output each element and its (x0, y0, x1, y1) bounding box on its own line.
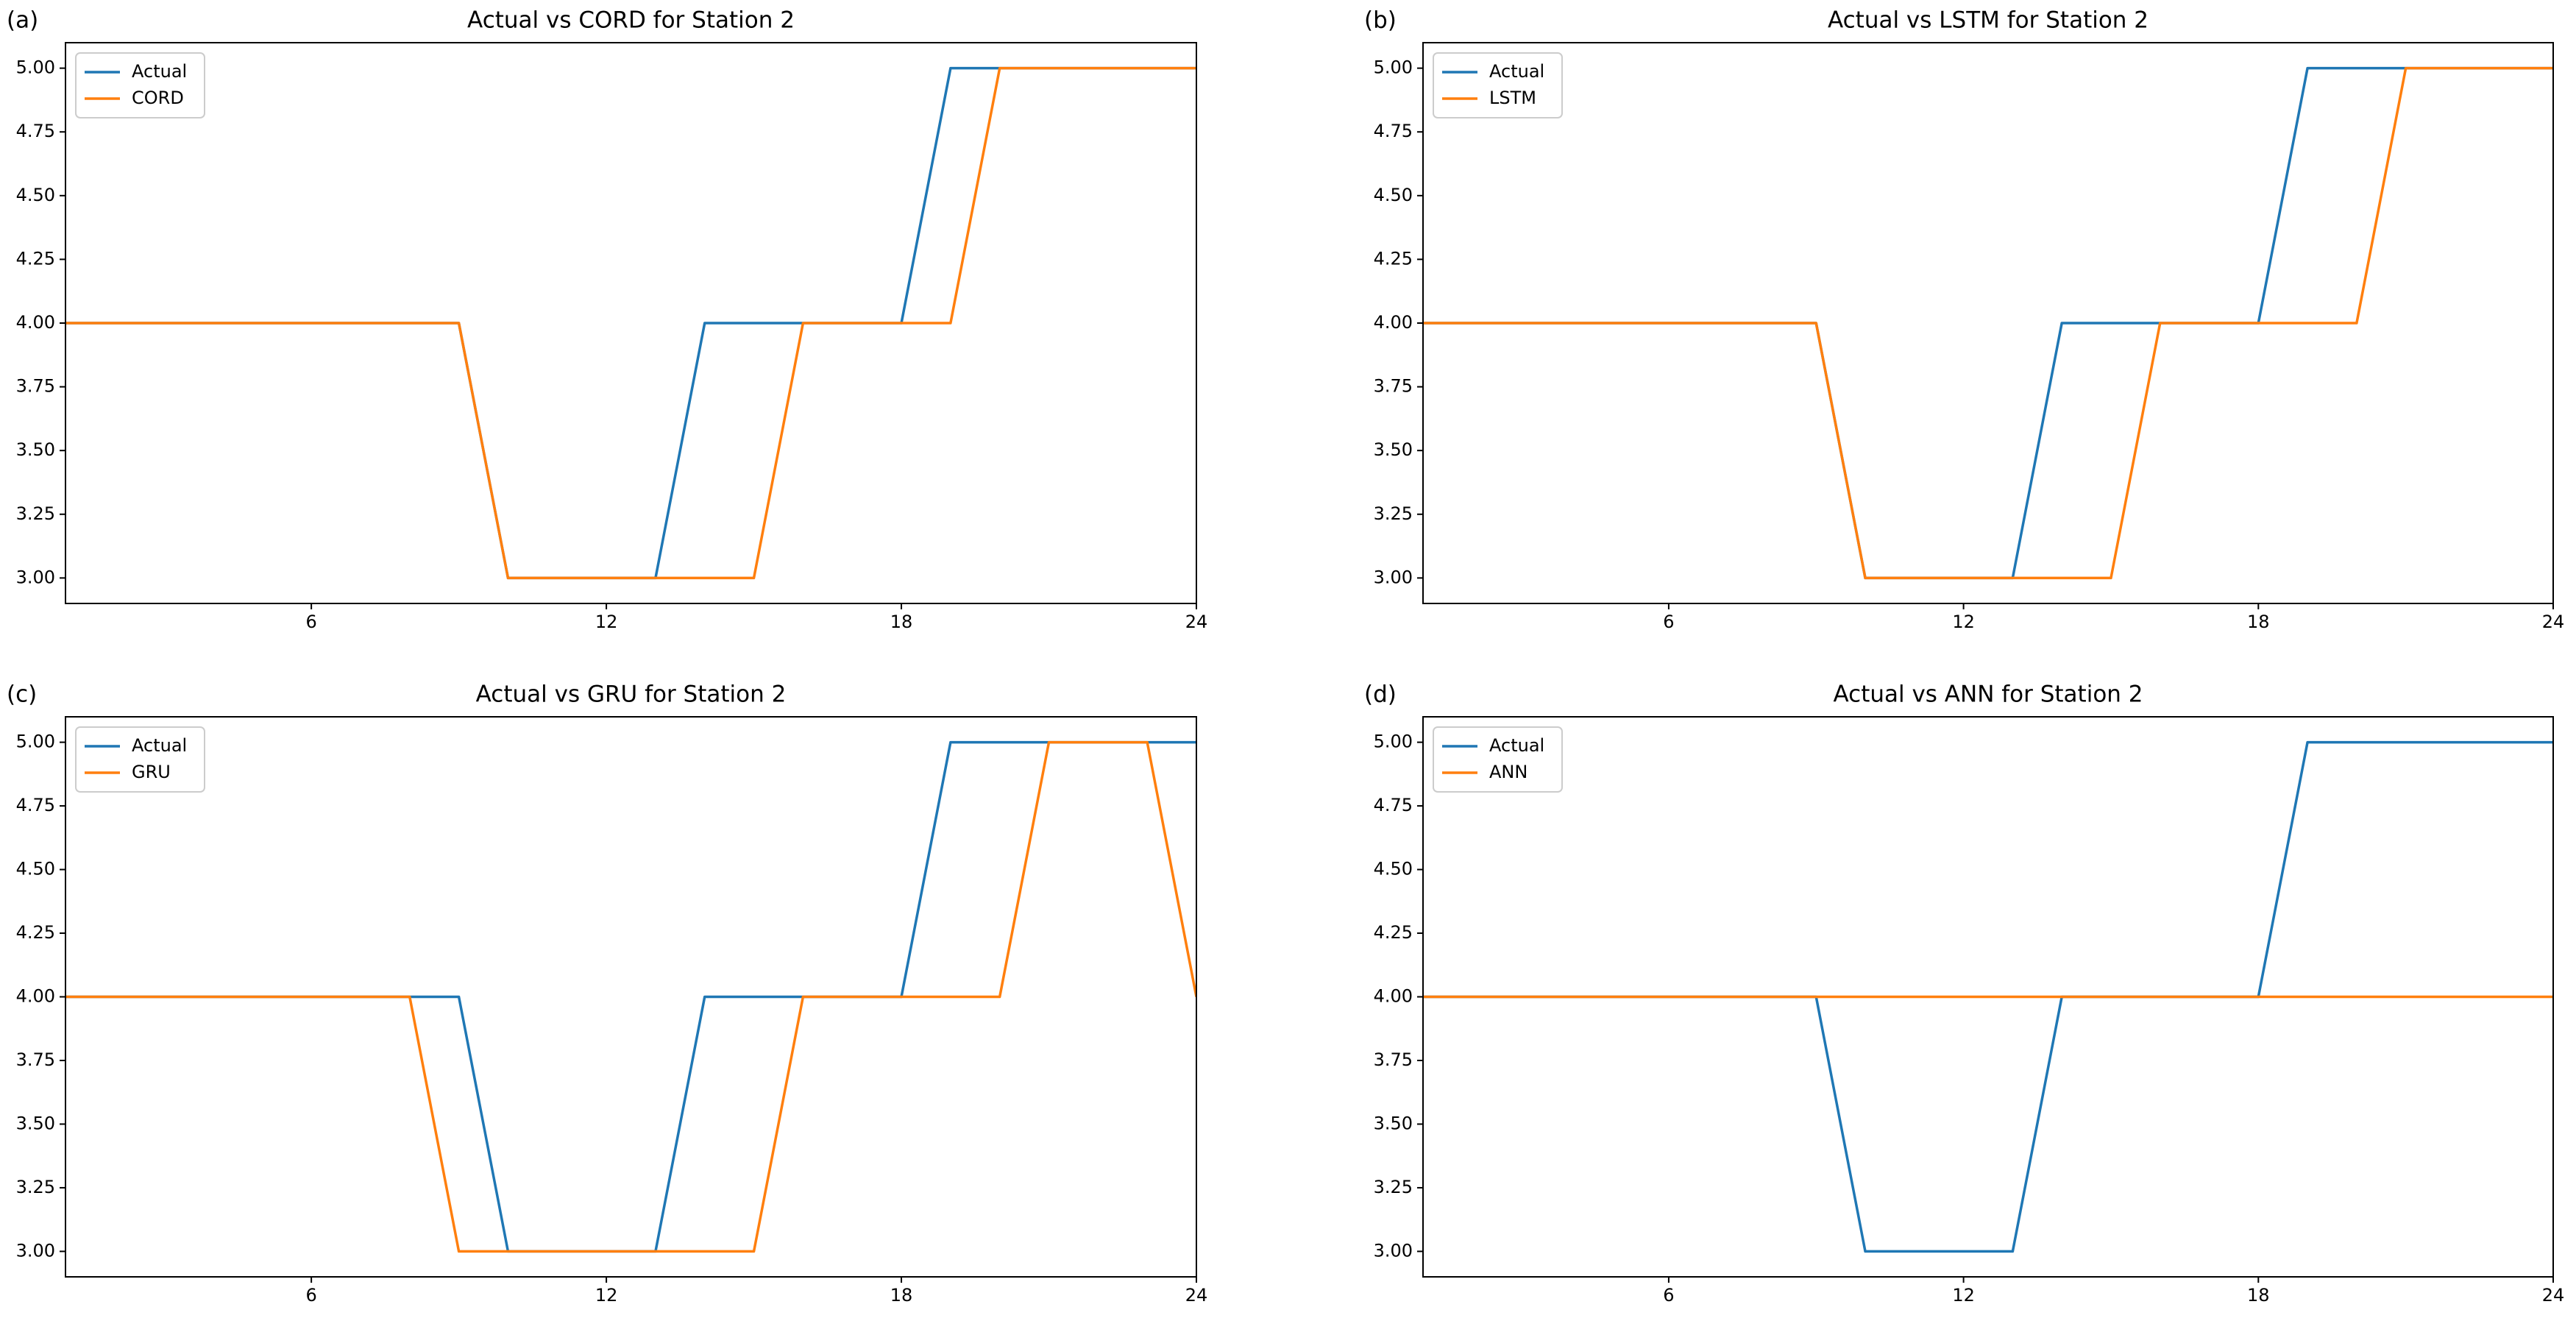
y-tick-label: 3.00 (1374, 1240, 1413, 1261)
legend: Actual CORD (75, 52, 205, 118)
legend-label: ANN (1489, 762, 1527, 782)
y-tick-label: 5.00 (1374, 57, 1413, 78)
legend: Actual LSTM (1433, 52, 1563, 118)
y-tick-label: 4.25 (16, 922, 55, 943)
y-tick-label: 3.75 (1374, 1049, 1413, 1070)
y-tick-label: 5.00 (1374, 732, 1413, 752)
y-tick-label: 4.00 (1374, 312, 1413, 333)
subplot: (b) Actual vs LSTM for Station 2 3.00 3.25 3… (1364, 7, 2564, 633)
y-tick-label: 5.00 (16, 732, 55, 752)
legend-box (1433, 52, 1563, 118)
x-tick-label: 12 (1952, 612, 1975, 632)
y-tick-label: 4.25 (1374, 248, 1413, 269)
plot-area (65, 66, 1196, 580)
chart-title: Actual vs GRU for Station 2 (476, 681, 787, 708)
y-tick-label: 4.75 (1374, 795, 1413, 815)
legend-label: GRU (132, 762, 171, 782)
x-tick-label: 24 (1185, 1285, 1208, 1306)
legend-label: Actual (1489, 61, 1544, 82)
y-tick-label: 3.25 (1374, 503, 1413, 524)
chart-title: Actual vs CORD for Station 2 (467, 7, 795, 34)
plot-area (65, 740, 1196, 1253)
panel-label: (a) (7, 7, 38, 34)
y-tick-label: 4.50 (1374, 185, 1413, 205)
y-tick-label: 4.75 (1374, 121, 1413, 141)
chart-title: Actual vs ANN for Station 2 (1833, 681, 2143, 708)
x-tick-label: 6 (1663, 612, 1674, 632)
x-tick-label: 6 (305, 612, 316, 632)
x-tick-label: 24 (2542, 612, 2565, 632)
x-tick-label: 18 (2247, 1285, 2270, 1306)
panel-label: (b) (1364, 7, 1397, 34)
legend-box (75, 52, 205, 118)
y-tick-label: 3.75 (16, 376, 55, 397)
panel-label: (c) (7, 681, 37, 708)
x-tick-label: 24 (2542, 1285, 2565, 1306)
legend-box (75, 726, 205, 793)
panel-label: (d) (1364, 681, 1397, 708)
legend-label: LSTM (1489, 88, 1536, 108)
y-tick-label: 3.00 (16, 567, 55, 587)
legend-label: Actual (132, 735, 187, 756)
legend: Actual ANN (1433, 726, 1563, 793)
y-tick-label: 3.50 (1374, 439, 1413, 460)
y-tick-label: 4.50 (1374, 859, 1413, 879)
axes-frame (1422, 716, 2554, 1278)
y-tick-label: 5.00 (16, 57, 55, 78)
subplot: (c) Actual vs GRU for Station 2 3.00 3.25 3.… (7, 681, 1207, 1306)
x-tick-label: 18 (890, 1285, 913, 1306)
y-tick-label: 4.00 (1374, 986, 1413, 1007)
x-tick-label: 12 (595, 612, 618, 632)
axes-frame (1422, 42, 2554, 604)
legend: Actual GRU (75, 726, 205, 793)
x-tick-label: 18 (890, 612, 913, 632)
x-tick-label: 12 (595, 1285, 618, 1306)
data-line (1423, 66, 2553, 580)
y-tick-label: 3.50 (16, 439, 55, 460)
legend-box (1433, 726, 1563, 793)
plot-area (1423, 66, 2553, 580)
y-tick-label: 4.25 (1374, 922, 1413, 943)
y-tick-label: 4.50 (16, 185, 55, 205)
axes-frame (65, 42, 1197, 604)
subplot: (a) Actual vs CORD for Station 2 3.00 3.25 3… (7, 7, 1207, 633)
y-tick-label: 4.00 (16, 312, 55, 333)
y-tick-label: 3.75 (16, 1049, 55, 1070)
y-tick-label: 3.25 (16, 1177, 55, 1197)
x-tick-label: 6 (305, 1285, 316, 1306)
legend-label: Actual (1489, 735, 1544, 756)
data-line (65, 66, 1196, 580)
y-tick-label: 3.75 (1374, 376, 1413, 397)
plot-area (1423, 740, 2553, 1253)
y-tick-label: 3.25 (1374, 1177, 1413, 1197)
y-tick-label: 4.00 (16, 986, 55, 1007)
x-tick-label: 12 (1952, 1285, 1975, 1306)
x-tick-label: 18 (2247, 612, 2270, 632)
y-tick-label: 4.75 (16, 121, 55, 141)
y-tick-label: 3.25 (16, 503, 55, 524)
legend-label: Actual (132, 61, 187, 82)
y-tick-label: 3.50 (1374, 1113, 1413, 1133)
y-tick-label: 4.50 (16, 859, 55, 879)
subplot: (d) Actual vs ANN for Station 2 3.00 3.25 3.… (1364, 681, 2564, 1306)
y-tick-label: 3.00 (16, 1240, 55, 1261)
data-line (65, 740, 1196, 1253)
y-tick-label: 3.50 (16, 1113, 55, 1133)
chart-title: Actual vs LSTM for Station 2 (1828, 7, 2149, 34)
x-tick-label: 6 (1663, 1285, 1674, 1306)
y-tick-label: 4.25 (16, 248, 55, 269)
y-tick-label: 3.00 (1374, 567, 1413, 587)
y-tick-label: 4.75 (16, 795, 55, 815)
axes-frame (65, 716, 1197, 1278)
legend-label: CORD (132, 88, 184, 108)
x-tick-label: 24 (1185, 612, 1208, 632)
